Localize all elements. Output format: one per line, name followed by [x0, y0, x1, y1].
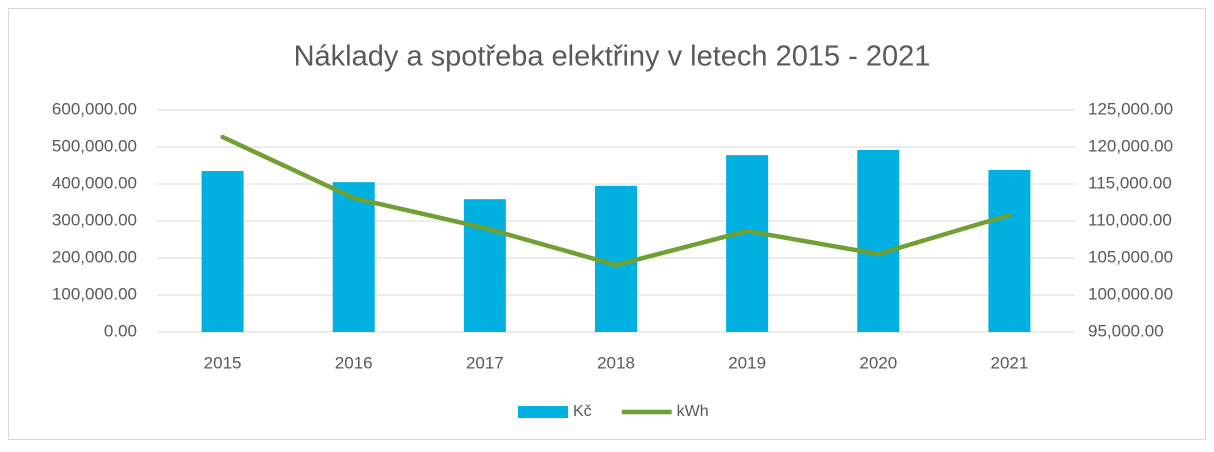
- line: [220, 134, 1012, 268]
- bar: [726, 155, 769, 332]
- x-tick-label: 2016: [335, 353, 373, 372]
- y-tick-label: 300,000.00: [52, 210, 137, 229]
- x-tick-label: 2020: [859, 353, 897, 372]
- y-tick-label: 400,000.00: [52, 173, 137, 192]
- y2-tick-label: 110,000.00: [1088, 210, 1172, 229]
- x-tick-label: 2017: [466, 353, 504, 372]
- y2-tick-label: 115,000.00: [1088, 173, 1172, 192]
- y-tick-label: 200,000.00: [52, 247, 137, 266]
- bar: [201, 171, 244, 332]
- legend-swatch: [518, 406, 568, 418]
- bar: [463, 199, 506, 332]
- legend-label: Kč: [573, 403, 592, 420]
- y-tick-label: 500,000.00: [52, 136, 137, 155]
- y-tick-label: 600,000.00: [52, 99, 137, 118]
- x-tick-label: 2019: [728, 353, 766, 372]
- x-tick-label: 2015: [204, 353, 242, 372]
- legend-label: kWh: [677, 403, 709, 420]
- y-tick-label: 100,000.00: [52, 284, 137, 303]
- x-tick-label: 2021: [991, 353, 1029, 372]
- y-tick-label: 0.00: [104, 321, 137, 340]
- y2-tick-label: 105,000.00: [1088, 247, 1173, 266]
- y2-tick-label: 125,000.00: [1088, 99, 1173, 118]
- chart-title: Náklady a spotřeba elektřiny v letech 20…: [294, 41, 931, 73]
- y2-tick-label: 120,000.00: [1088, 136, 1173, 155]
- bar: [988, 169, 1031, 332]
- bar: [332, 182, 375, 332]
- bar: [857, 149, 900, 332]
- x-tick-label: 2018: [597, 353, 635, 372]
- y2-tick-label: 100,000.00: [1088, 284, 1173, 303]
- y2-tick-label: 95,000.00: [1088, 321, 1164, 340]
